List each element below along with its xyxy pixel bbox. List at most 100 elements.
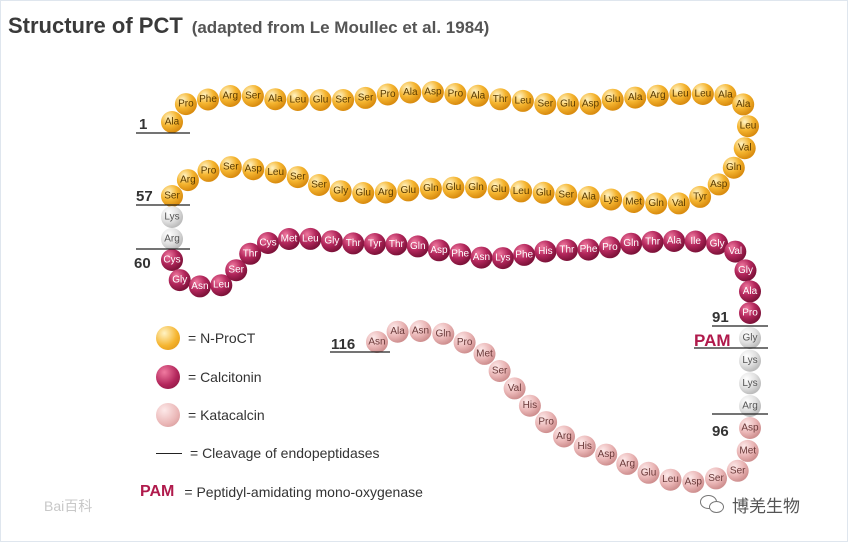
katacalcin-label-15: Ser xyxy=(492,366,508,377)
nproct-label-40: Leu xyxy=(513,186,530,197)
cleavage-a-label-2: Arg xyxy=(164,234,180,245)
katacalcin-label-8: Arg xyxy=(620,458,636,469)
katacalcin-bead-11 xyxy=(553,425,575,448)
nproct-bead-49 xyxy=(308,174,330,196)
cleavage-b-label-1: Gly xyxy=(743,333,758,344)
katacalcin-label-21: Asn xyxy=(368,337,385,348)
cleavage-a-bead-2 xyxy=(161,228,183,250)
nproct-label-4: Arg xyxy=(223,91,239,102)
nproct-bead-52 xyxy=(242,158,265,181)
watermark-baidu: Bai百科 xyxy=(44,498,93,514)
nproct-label-52: Asp xyxy=(245,164,263,175)
nproct-bead-24 xyxy=(669,83,692,105)
calcitonin-bead-28 xyxy=(706,232,729,255)
nproct-bead-46 xyxy=(374,181,397,204)
katacalcin-bead-2 xyxy=(736,439,759,462)
nproct-bead-11 xyxy=(376,83,399,106)
nproct-label-45: Glu xyxy=(401,185,417,196)
katacalcin-bead-6 xyxy=(659,468,682,491)
nproct-bead-37 xyxy=(577,186,600,208)
calcitonin-label-21: Thr xyxy=(559,245,575,256)
calcitonin-label-1: Cys xyxy=(163,255,180,266)
nproct-bead-28 xyxy=(737,115,759,138)
nproct-bead-44 xyxy=(419,177,442,200)
katacalcin-bead-21 xyxy=(366,331,388,353)
nproct-bead-50 xyxy=(286,166,309,189)
nproct-bead-31 xyxy=(707,173,730,196)
calcitonin-label-2: Gly xyxy=(172,275,187,286)
nproct-bead-41 xyxy=(487,178,510,201)
calcitonin-label-31: Ala xyxy=(743,286,758,297)
nproct-bead-15 xyxy=(467,84,489,107)
legend-cleavage: = Cleavage of endopeptidases xyxy=(156,440,380,466)
nproct-label-30: Gln xyxy=(726,162,742,173)
nproct-bead-38 xyxy=(555,183,578,206)
katacalcin-bead-8 xyxy=(616,452,639,475)
nproct-label-21: Glu xyxy=(605,94,621,105)
katacalcin-label-4: Ser xyxy=(708,473,724,484)
calcitonin-label-16: Phe xyxy=(451,249,469,260)
pam-marker-label: PAM xyxy=(694,331,731,350)
nproct-bead-7 xyxy=(286,89,309,111)
position-1-label: 1 xyxy=(139,116,147,133)
legend-cleavage-text: = Cleavage of endopeptidases xyxy=(190,445,380,461)
nproct-bead-9 xyxy=(332,89,355,111)
nproct-bead-35 xyxy=(622,191,645,213)
nproct-label-20: Asp xyxy=(582,98,600,109)
nproct-bead-55 xyxy=(176,169,199,192)
position-60-label: 60 xyxy=(134,255,151,272)
nproct-label-42: Gln xyxy=(468,182,484,193)
katacalcin-label-2: Met xyxy=(739,445,756,456)
katacalcin-label-17: Pro xyxy=(457,337,473,348)
nproct-bead-20 xyxy=(579,92,602,115)
nproct-label-17: Leu xyxy=(515,95,532,106)
title-main: Structure of PCT xyxy=(8,13,183,38)
nproct-label-23: Arg xyxy=(650,90,666,101)
legend-pam-abbrev: PAM xyxy=(140,483,175,500)
calcitonin-bead-24 xyxy=(620,232,643,255)
nproct-bead-22 xyxy=(624,86,647,109)
nproct-bead-16 xyxy=(489,88,512,111)
nproct-bead-53 xyxy=(219,156,242,179)
nproct-bead-29 xyxy=(733,137,756,160)
katacalcin-label-6: Leu xyxy=(662,474,679,485)
nproct-bead-54 xyxy=(197,159,220,182)
katacalcin-bead-5 xyxy=(682,470,705,493)
calcitonin-label-9: Leu xyxy=(302,233,319,244)
calcitonin-label-12: Tyr xyxy=(368,239,383,250)
nproct-label-38: Ser xyxy=(558,189,574,200)
nproct-bead-19 xyxy=(556,93,579,115)
nproct-ball-icon xyxy=(156,326,180,350)
calcitonin-label-23: Pro xyxy=(602,242,618,253)
legend-pam-text: = Peptidyl-amidating mono-oxygenase xyxy=(184,484,423,500)
cleavage-a-label-1: Lys xyxy=(164,212,179,223)
nproct-bead-56 xyxy=(161,185,183,207)
legend-pam: PAM = Peptidyl-amidating mono-oxygenase xyxy=(140,479,423,505)
katacalcin-label-16: Met xyxy=(476,348,493,359)
calcitonin-bead-26 xyxy=(663,230,686,252)
position-96-label: 96 xyxy=(712,423,729,440)
calcitonin-bead-2 xyxy=(168,269,191,292)
nproct-bead-23 xyxy=(646,84,669,107)
calcitonin-label-6: Thr xyxy=(243,248,259,259)
calcitonin-bead-9 xyxy=(299,227,322,250)
nproct-label-19: Glu xyxy=(560,99,576,110)
nproct-bead-8 xyxy=(309,89,332,111)
position-57-label: 57 xyxy=(136,188,153,205)
calcitonin-label-4: Leu xyxy=(213,280,230,291)
calcitonin-label-8: Met xyxy=(281,234,298,245)
calcitonin-bead-27 xyxy=(684,230,707,253)
calcitonin-bead-29 xyxy=(724,240,747,263)
nproct-label-36: Lys xyxy=(603,194,618,205)
nproct-label-22: Ala xyxy=(628,92,643,103)
calcitonin-bead-16 xyxy=(449,243,472,266)
nproct-label-6: Ala xyxy=(268,94,283,105)
cleavage-b-label-3: Lys xyxy=(742,378,757,389)
calcitonin-bead-25 xyxy=(641,230,664,253)
nproct-bead-26 xyxy=(714,84,737,106)
katacalcin-bead-9 xyxy=(595,443,618,466)
nproct-bead-5 xyxy=(241,85,264,107)
calcitonin-label-26: Ala xyxy=(667,236,682,247)
nproct-bead-40 xyxy=(510,180,533,203)
katacalcin-bead-15 xyxy=(488,360,511,382)
